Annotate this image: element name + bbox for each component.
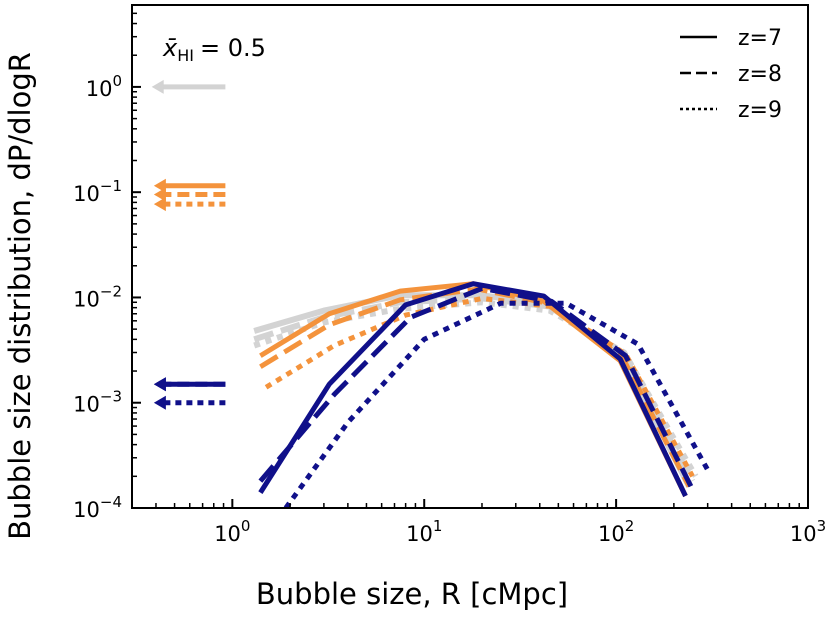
x-tick-label: 103 [790, 517, 826, 546]
x-tick-label: 101 [406, 517, 442, 546]
y-tick-label: 100 [86, 72, 122, 101]
legend-entry-dotted: z=9 [680, 98, 782, 123]
x-tick-label: 102 [598, 517, 634, 546]
legend-entry-solid: z=7 [680, 26, 782, 51]
axis-ticks: 100 101 102 103 10−4 10−3 10−2 10−1 100 [73, 4, 826, 546]
series-line-navy-solid [258, 281, 688, 498]
x-axis-title: Bubble size, R [cMpc] [256, 577, 568, 611]
series-line-navy-dashed [258, 285, 695, 491]
y-tick-label: 10−1 [73, 177, 122, 206]
x-tick-label: 100 [214, 517, 250, 546]
arrow-orange-dotted [153, 197, 226, 212]
arrow-gray-solid [151, 79, 226, 94]
legend-entry-dashed: z=8 [680, 62, 782, 87]
legend-label: z=8 [738, 62, 782, 87]
y-tick-label: 10−3 [73, 388, 122, 417]
series-layer [253, 281, 710, 508]
arrow-navy-dashed [153, 377, 226, 392]
legend: z=7 z=8 z=9 [680, 26, 782, 123]
legend-label: z=7 [738, 26, 782, 51]
y-axis-title: Bubble size distribution, dP/dlogR [3, 52, 37, 540]
y-tick-label: 10−2 [73, 282, 122, 311]
arrow-navy-dotted [153, 395, 226, 410]
y-tick-label: 10−4 [73, 493, 122, 522]
annotation-xhi: x̄HI = 0.5 [162, 34, 266, 65]
plot-frame [131, 4, 809, 509]
series-line-navy-dotted [283, 300, 710, 508]
series-line-gray-dashed [253, 295, 696, 483]
arrow-orange-dashed [153, 187, 226, 202]
legend-label: z=9 [738, 98, 782, 123]
upper-limit-arrows [151, 79, 226, 410]
